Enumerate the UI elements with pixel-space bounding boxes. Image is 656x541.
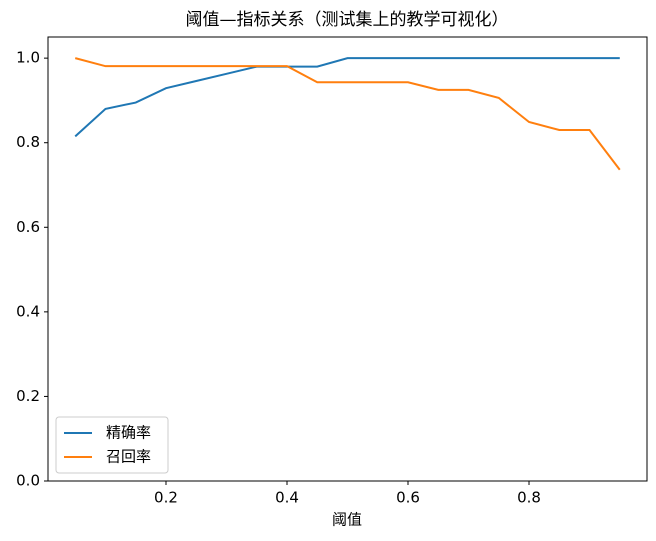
legend-label: 召回率 [106,448,151,466]
series-line [74,57,620,138]
legend-label: 精确率 [106,424,151,442]
series-line [74,57,621,171]
x-tick-label: 0.4 [275,489,299,507]
y-tick-label: 0.8 [16,133,40,151]
chart-title: 阈值—指标关系（测试集上的教学可视化） [186,10,509,30]
x-axis-label: 阈值 [332,511,362,529]
x-tick-label: 0.8 [517,489,541,507]
y-tick-label: 0.4 [16,302,40,320]
y-tick-label: 1.0 [16,49,40,67]
plot-frame [47,36,648,482]
x-tick-label: 0.2 [154,489,178,507]
y-tick-label: 0.0 [16,472,40,490]
x-tick-label: 0.6 [396,489,420,507]
y-tick-label: 0.6 [16,218,40,236]
y-tick-label: 0.2 [16,387,40,405]
legend-box [55,416,169,474]
